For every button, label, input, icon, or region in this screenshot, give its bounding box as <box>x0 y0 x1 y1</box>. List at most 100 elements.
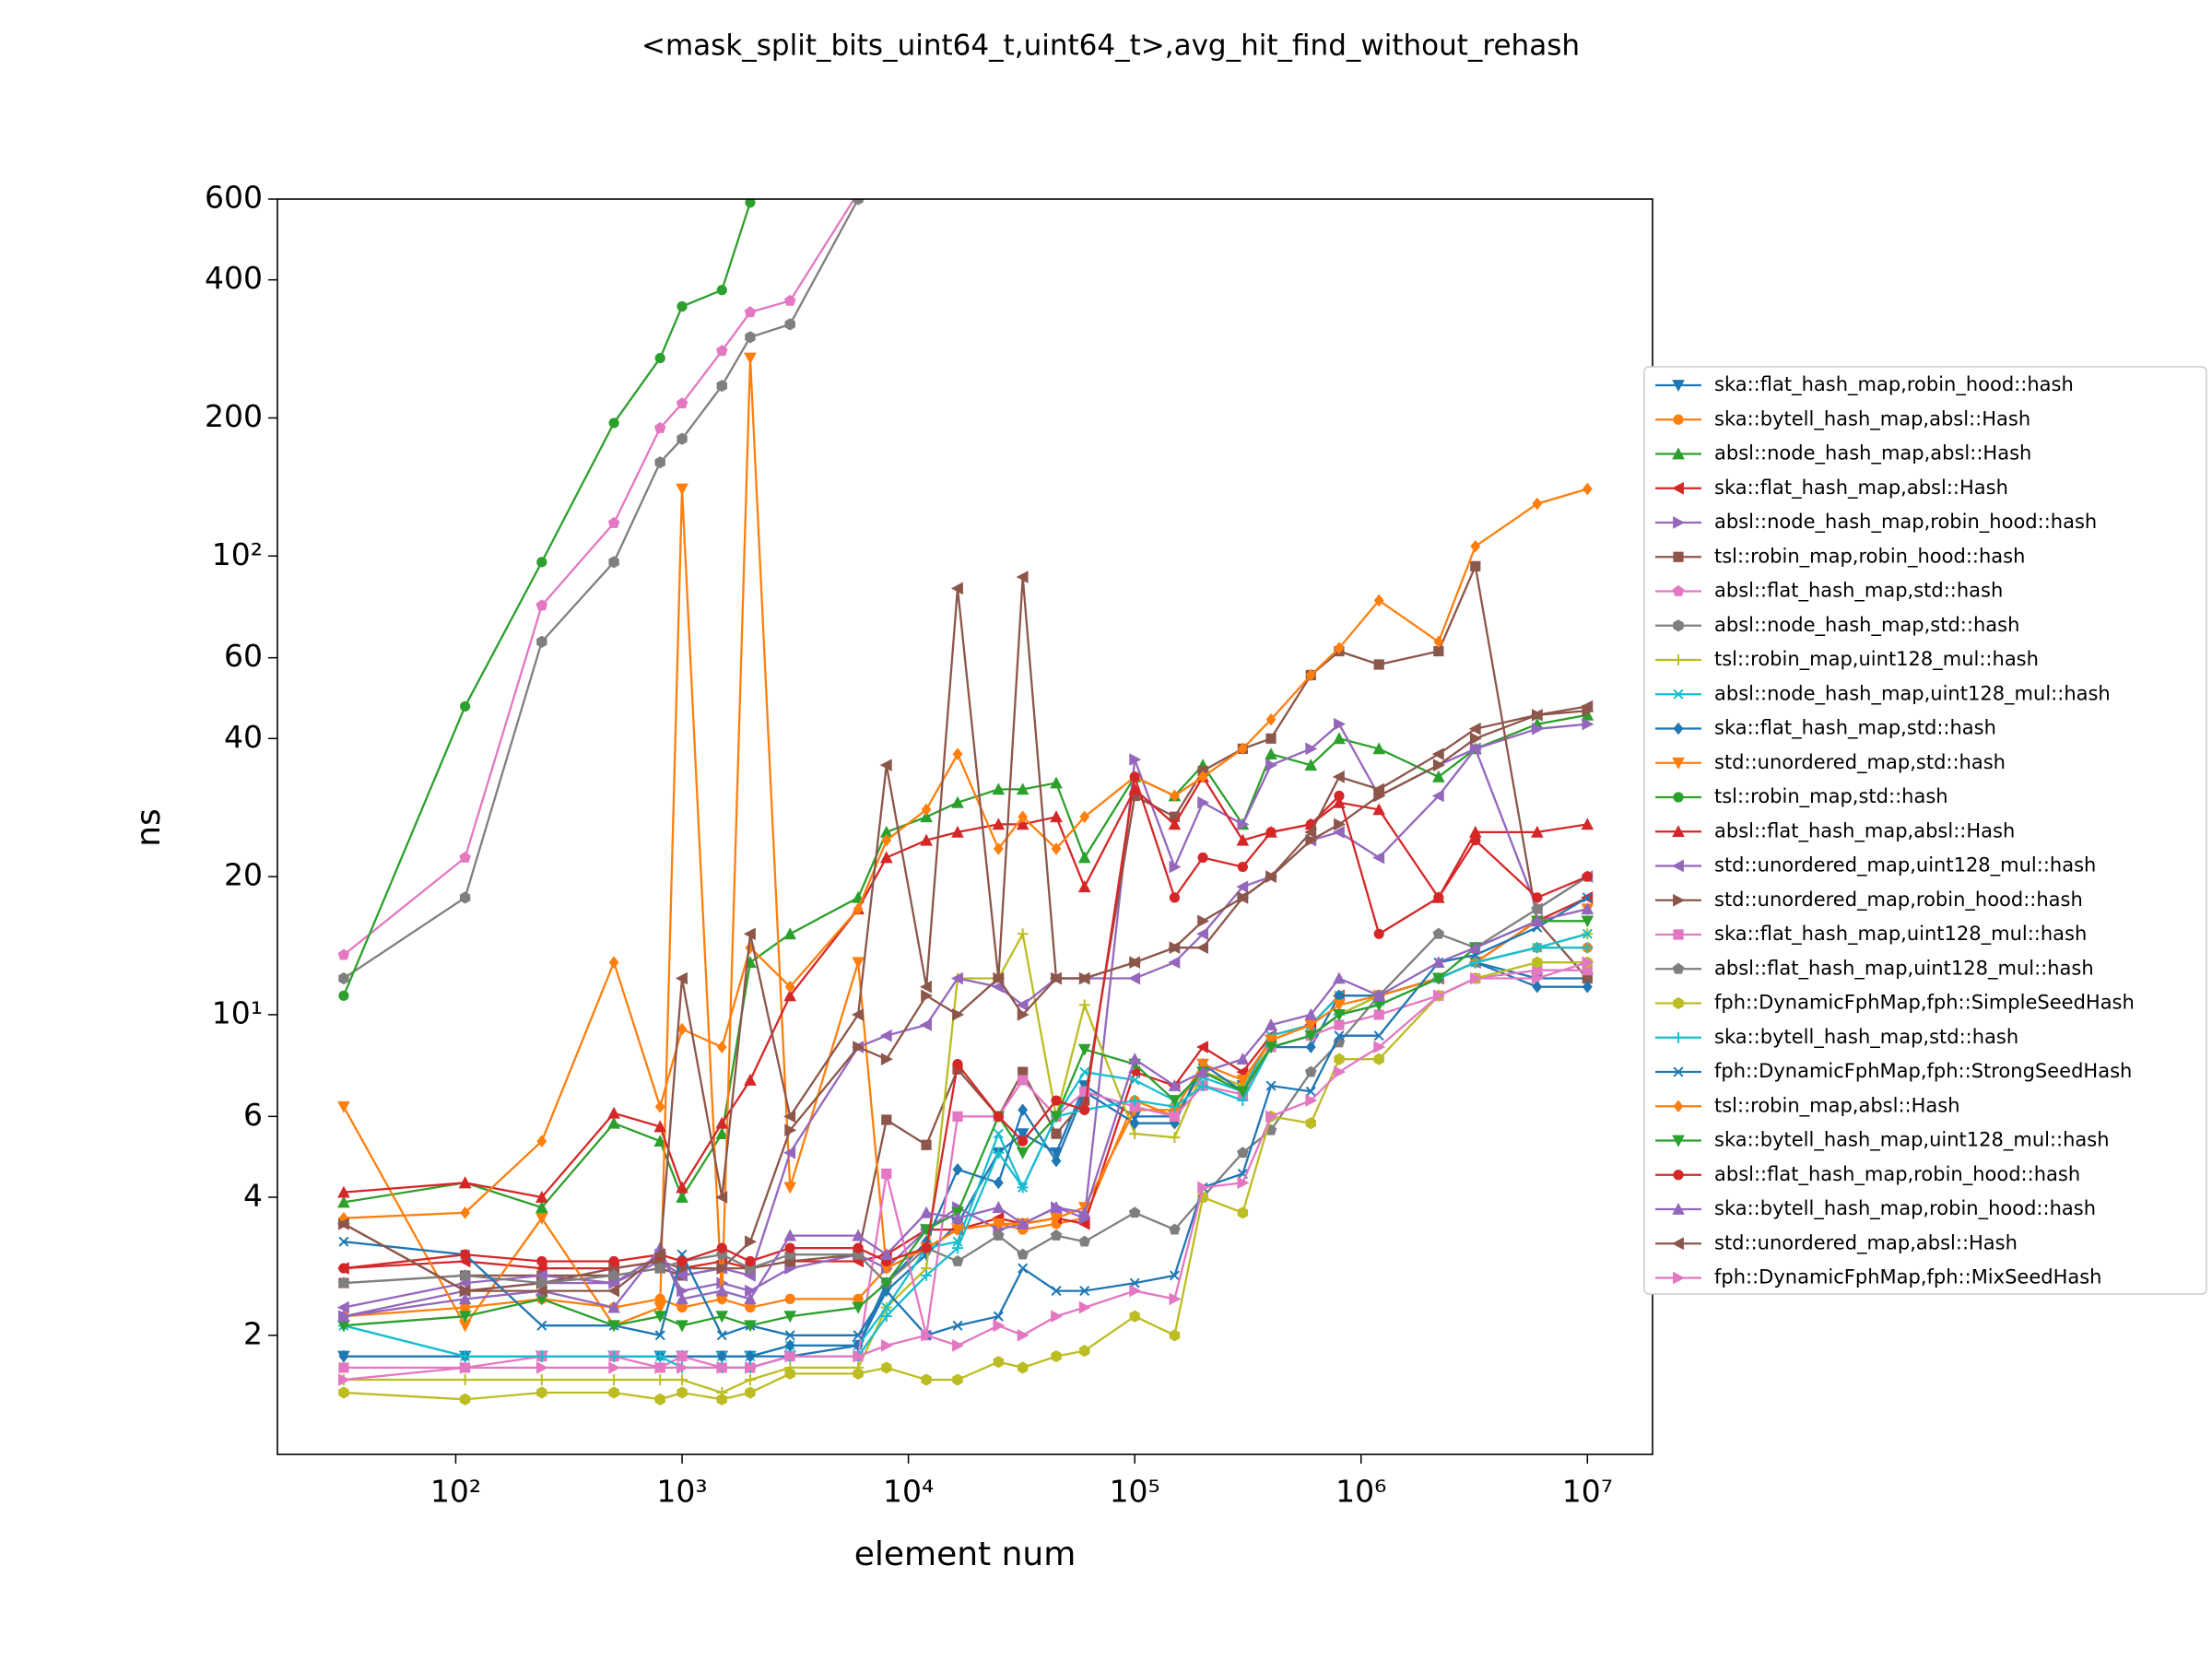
point <box>716 380 727 393</box>
point <box>654 1330 665 1341</box>
point <box>535 1350 547 1362</box>
point <box>1265 827 1277 838</box>
point <box>1304 759 1318 771</box>
point <box>1334 790 1345 802</box>
point <box>1432 759 1445 771</box>
point <box>993 1319 1006 1333</box>
point <box>1305 668 1316 682</box>
point <box>921 989 934 1003</box>
point <box>1079 1066 1090 1077</box>
point <box>783 927 797 940</box>
point <box>1469 732 1482 746</box>
point <box>1373 1030 1384 1041</box>
point <box>535 1361 548 1374</box>
point <box>675 1269 688 1282</box>
point <box>1237 742 1248 756</box>
point <box>1079 810 1090 824</box>
legend-marker <box>1673 619 1684 632</box>
legend-label: absl::flat_hash_map,uint128_mul::hash <box>1714 957 2094 980</box>
point <box>715 1127 729 1140</box>
point <box>745 331 756 344</box>
point <box>1016 782 1030 795</box>
point <box>1265 733 1277 744</box>
point <box>744 1374 756 1386</box>
point <box>675 971 688 985</box>
point <box>1333 1009 1346 1022</box>
point <box>536 635 547 648</box>
point <box>459 1393 471 1406</box>
point <box>458 1292 472 1305</box>
legend-marker <box>1673 1271 1686 1285</box>
legend-label: ska::bytell_hash_map,uint128_mul::hash <box>1714 1129 2110 1152</box>
point <box>853 1349 865 1363</box>
point <box>1470 539 1481 553</box>
legend-label: absl::node_hash_map,std::hash <box>1714 614 2019 637</box>
point <box>783 989 797 1002</box>
point <box>1373 928 1384 939</box>
legend-label: fph::DynamicFphMap,fph::MixSeedHash <box>1714 1266 2101 1288</box>
point <box>1373 1053 1384 1065</box>
point <box>1051 1349 1062 1363</box>
point <box>1077 971 1090 985</box>
point <box>1017 1182 1029 1194</box>
point <box>1051 1154 1062 1168</box>
point <box>921 1373 932 1386</box>
point <box>459 1361 472 1374</box>
point <box>676 1181 688 1194</box>
point <box>1197 795 1210 809</box>
point <box>1079 1286 1090 1297</box>
point <box>536 1255 547 1267</box>
point <box>607 1116 620 1129</box>
point <box>952 1373 963 1386</box>
point <box>1433 892 1444 903</box>
series-line <box>343 199 855 956</box>
point <box>1051 1286 1062 1297</box>
point <box>653 1135 667 1147</box>
point <box>1236 833 1250 846</box>
point <box>1017 1008 1030 1021</box>
point <box>993 1311 1004 1322</box>
point <box>1531 825 1544 838</box>
point <box>1432 770 1445 782</box>
legend-marker <box>1673 1100 1684 1113</box>
point <box>783 1182 797 1194</box>
point <box>1530 709 1543 722</box>
point <box>1197 852 1208 864</box>
legend-label: ska::bytell_hash_map,std::hash <box>1714 1026 2018 1049</box>
x-tick-label: 10⁴ <box>883 1474 934 1510</box>
point <box>951 795 964 808</box>
point <box>993 1147 1005 1159</box>
point <box>607 516 620 528</box>
point <box>1016 571 1029 583</box>
point <box>716 1361 729 1374</box>
y-tick-label: 600 <box>205 180 263 216</box>
point <box>1236 880 1249 894</box>
point <box>744 1320 757 1333</box>
point <box>337 948 350 960</box>
point <box>337 1185 350 1198</box>
point <box>1196 1058 1209 1071</box>
legend-label: absl::flat_hash_map,robin_hood::hash <box>1714 1163 2080 1186</box>
point <box>607 1269 620 1281</box>
point <box>1432 972 1445 985</box>
point <box>1050 1200 1063 1213</box>
point <box>1432 927 1445 939</box>
point <box>784 1330 795 1341</box>
point <box>784 1349 797 1363</box>
point <box>653 1120 667 1133</box>
point <box>716 1393 727 1406</box>
point <box>1470 835 1481 846</box>
legend-marker <box>1673 688 1684 700</box>
point <box>458 1176 472 1189</box>
point <box>1265 1034 1277 1047</box>
point <box>1582 871 1593 882</box>
point <box>1169 1132 1181 1144</box>
point <box>1197 914 1210 928</box>
point <box>1197 1080 1209 1092</box>
point <box>1265 712 1277 726</box>
legend-label: std::unordered_map,absl::Hash <box>1714 1231 2018 1254</box>
point <box>677 432 688 445</box>
point <box>1169 1270 1180 1281</box>
point <box>536 1135 547 1147</box>
point <box>853 1367 864 1380</box>
